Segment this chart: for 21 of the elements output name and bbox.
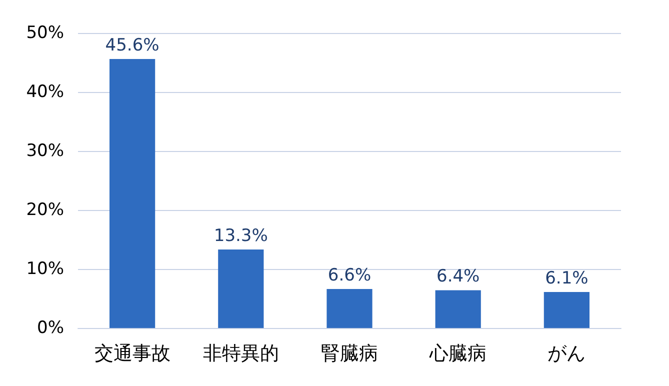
bar [326, 289, 372, 328]
data-label: 13.3% [214, 226, 268, 246]
x-tick-label: 非特異的 [202, 342, 279, 364]
data-label: 45.6% [105, 35, 160, 56]
y-tick-label: 20% [26, 200, 64, 220]
bar [109, 58, 156, 328]
x-tick-label: 交通事故 [94, 342, 170, 364]
y-tick-label: 10% [26, 259, 64, 279]
data-label: 6.6% [328, 266, 372, 286]
data-label: 6.4% [436, 266, 480, 287]
bar [218, 250, 264, 328]
data-label: 6.1% [545, 268, 588, 289]
x-tick-label: がん [548, 342, 586, 364]
bar [544, 292, 590, 328]
x-tick-label: 腎臓病 [321, 342, 378, 364]
y-tick-label: 40% [26, 82, 64, 102]
y-tick-label: 30% [26, 141, 64, 161]
bar [435, 290, 481, 328]
y-tick-label: 50% [26, 23, 64, 43]
y-tick-label: 0% [37, 318, 64, 338]
x-tick-label: 心臓病 [428, 342, 487, 364]
